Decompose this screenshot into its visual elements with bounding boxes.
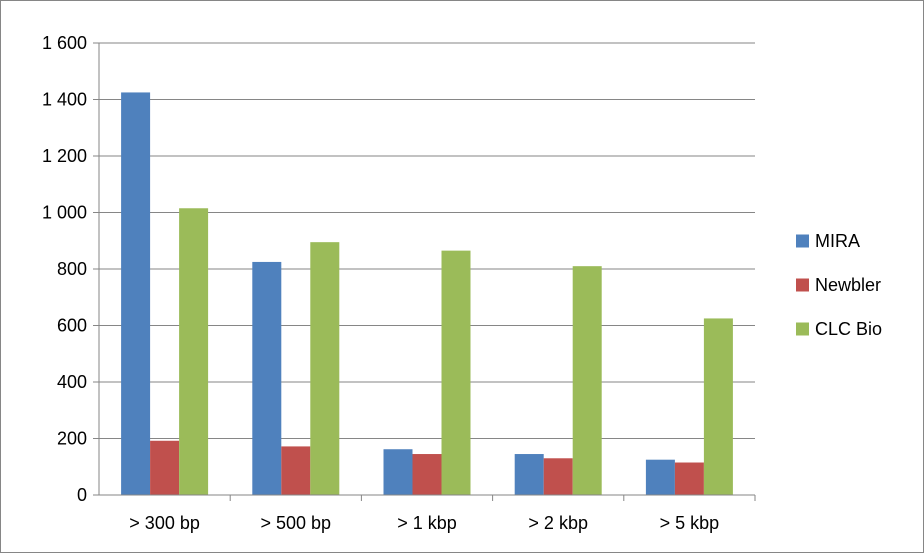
bars [121, 92, 733, 495]
bar-clc-bio [441, 250, 471, 495]
legend-label: Newbler [815, 275, 881, 295]
bar-newbler [412, 454, 442, 495]
y-tick-label: 1 600 [42, 33, 87, 53]
legend-label: CLC Bio [815, 319, 882, 339]
bar-clc-bio [179, 208, 209, 495]
bar-clc-bio [310, 242, 340, 495]
x-category-label: > 5 kbp [660, 513, 720, 533]
y-tick-label: 400 [57, 372, 87, 392]
x-category-label: > 1 kbp [397, 513, 457, 533]
y-tick-label: 800 [57, 259, 87, 279]
y-tick-label: 1 000 [42, 203, 87, 223]
bar-newbler [150, 440, 180, 495]
bar-mira [645, 459, 675, 495]
bar-newbler [674, 462, 704, 495]
y-tick-label: 200 [57, 429, 87, 449]
gridlines [99, 42, 755, 439]
bar-mira [121, 92, 151, 495]
legend-swatch [796, 278, 809, 292]
legend-label: MIRA [815, 231, 860, 251]
bar-mira [383, 449, 413, 495]
bar-mira [252, 261, 282, 495]
bar-newbler [543, 458, 573, 495]
axes [93, 42, 756, 501]
bar-mira [514, 454, 544, 495]
bar-clc-bio [703, 318, 733, 495]
x-category-label: > 2 kbp [528, 513, 588, 533]
y-tick-label: 1 400 [42, 90, 87, 110]
legend-swatch [796, 322, 809, 336]
x-category-label: > 300 bp [129, 513, 200, 533]
bar-clc-bio [572, 266, 602, 495]
y-tick-label: 600 [57, 316, 87, 336]
x-category-label: > 500 bp [261, 513, 332, 533]
y-tick-label: 0 [77, 485, 87, 505]
y-tick-label: 1 200 [42, 146, 87, 166]
bar-newbler [281, 446, 311, 495]
y-axis-tick-labels: 0 200 400 600 800 1 000 1 200 1 400 1 600 [42, 33, 87, 505]
x-axis-category-labels: > 300 bp > 500 bp > 1 kbp > 2 kbp > 5 kbp [129, 513, 719, 533]
legend: MIRA Newbler CLC Bio [796, 231, 882, 339]
legend-swatch [796, 234, 809, 248]
